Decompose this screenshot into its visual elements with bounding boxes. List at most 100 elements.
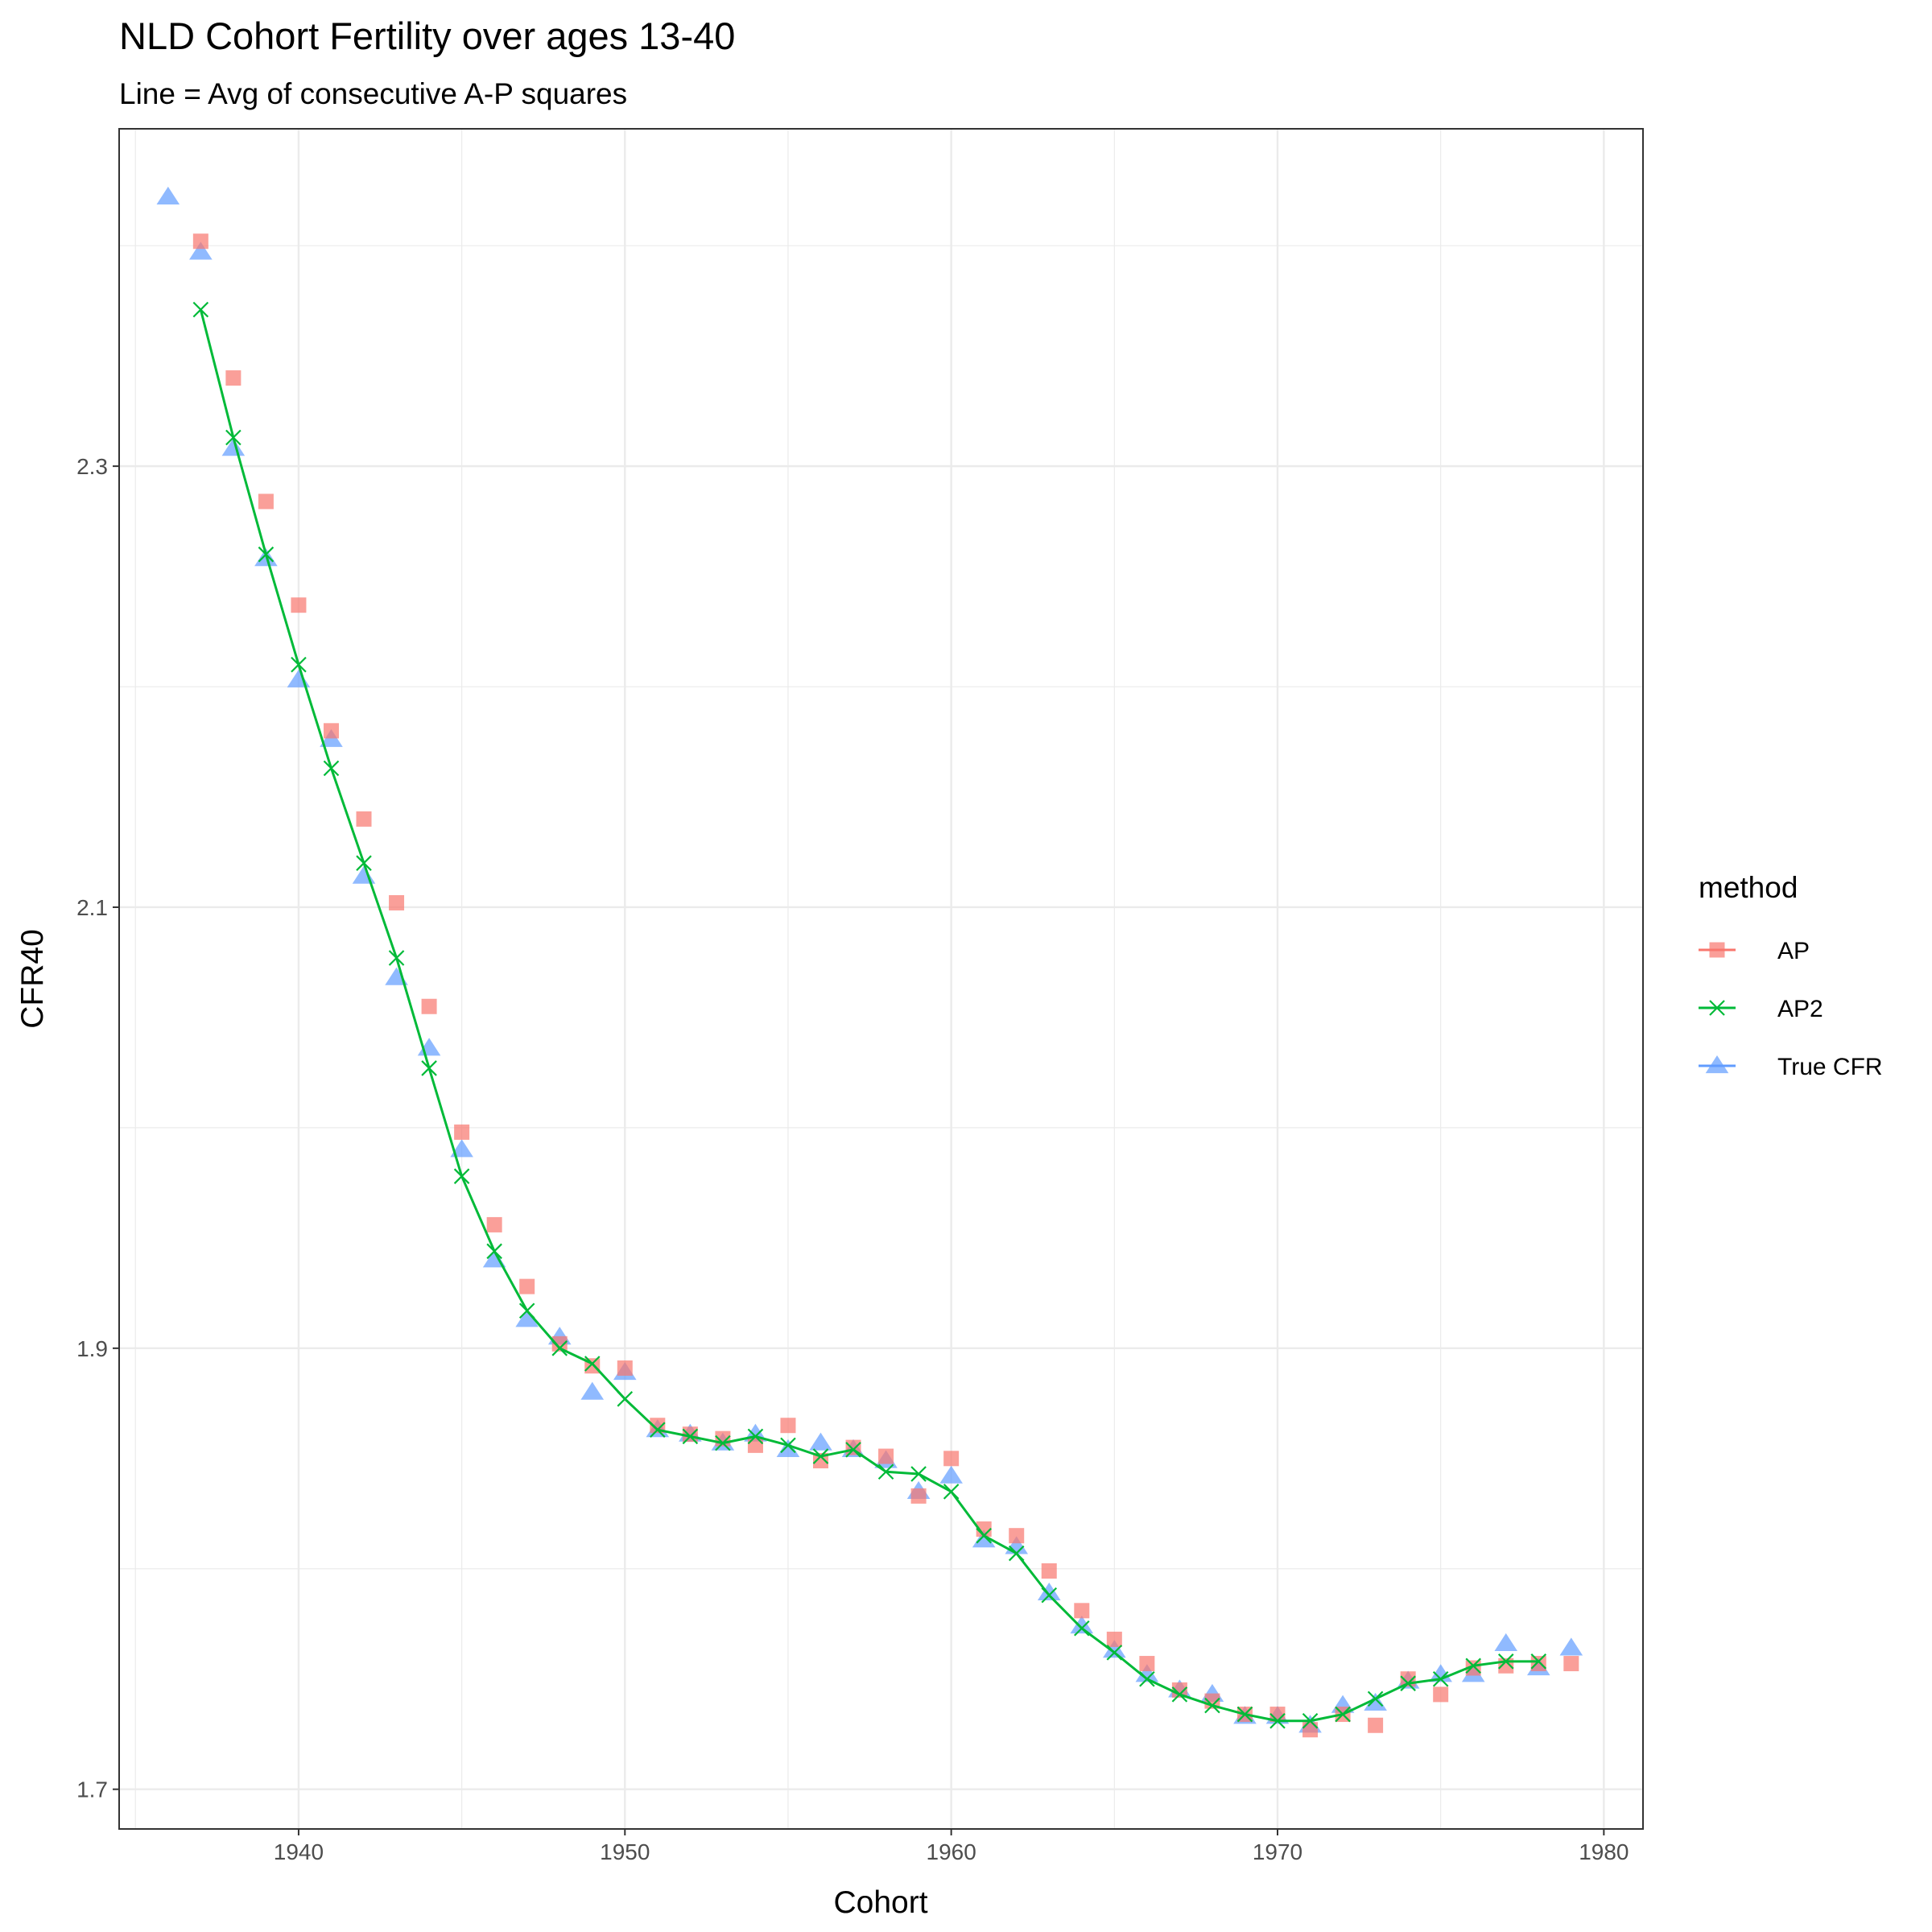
ap-point — [910, 1488, 927, 1504]
ap2-point — [291, 656, 307, 673]
ap-point — [943, 1451, 960, 1467]
ap2-line — [199, 309, 1539, 1723]
ap-point — [617, 1360, 633, 1376]
ap2-point — [192, 301, 209, 318]
ap-point — [454, 1124, 470, 1140]
true-cfr-point — [1135, 1664, 1159, 1682]
ap2-point — [1497, 1653, 1514, 1670]
legend-label: AP — [1777, 938, 1810, 964]
true-cfr-point — [1070, 1615, 1094, 1634]
x-tick-label: 1970 — [1253, 1839, 1302, 1864]
y-tick-label: 1.9 — [76, 1336, 108, 1361]
legend-key-square — [1709, 942, 1725, 958]
chart-subtitle: Line = Avg of consecutive A-P squares — [119, 77, 627, 110]
ap-point — [225, 370, 242, 386]
ap2-point — [1367, 1690, 1384, 1707]
ap-point — [1041, 1563, 1057, 1579]
ap-point — [1433, 1686, 1449, 1703]
x-tick-label: 1940 — [274, 1839, 324, 1864]
ap2-point — [453, 1168, 470, 1184]
ap2-point — [1171, 1686, 1188, 1703]
ap2-point — [1400, 1675, 1416, 1691]
ap2-point — [1139, 1670, 1155, 1687]
true-cfr-point — [939, 1465, 963, 1484]
ap2-point — [421, 1060, 437, 1076]
legend-key-cross — [1709, 1000, 1725, 1016]
true-cfr-point — [1559, 1637, 1583, 1656]
ap2-point — [976, 1527, 992, 1544]
ap2-point — [486, 1243, 502, 1260]
ap2-point — [1106, 1645, 1123, 1661]
true-cfr-point — [1364, 1692, 1387, 1711]
y-axis-title: CFR40 — [15, 929, 50, 1029]
ap-point — [1074, 1603, 1090, 1619]
y-tick-label: 2.3 — [76, 454, 108, 479]
ap-point — [291, 597, 307, 613]
ap2-point — [388, 950, 405, 966]
ap2-point — [1335, 1706, 1351, 1723]
grid — [119, 129, 1643, 1829]
true-cfr-point — [1494, 1633, 1518, 1651]
ap-point — [551, 1335, 568, 1352]
ap2-point — [1465, 1657, 1481, 1674]
ap2-point — [323, 760, 340, 777]
ap2-point — [780, 1437, 796, 1454]
x-axis-title: Cohort — [833, 1885, 927, 1920]
ap-point — [389, 894, 405, 910]
ap2-point — [812, 1448, 829, 1464]
ap-point — [1530, 1656, 1546, 1672]
ap2-point — [617, 1391, 634, 1407]
ap2-point — [1041, 1587, 1058, 1604]
ap2-point — [225, 429, 242, 446]
ap2-point — [1074, 1620, 1090, 1637]
ap-point — [878, 1448, 894, 1464]
ap-point — [519, 1278, 535, 1294]
ap2-point — [1269, 1712, 1286, 1729]
ap2-point — [682, 1428, 699, 1445]
plot-data — [156, 186, 1583, 1738]
true-cfr-point — [287, 669, 311, 687]
ap-point — [1563, 1656, 1579, 1672]
ap2-point — [1236, 1706, 1253, 1723]
true-cfr-point — [450, 1139, 473, 1158]
ap-point — [1302, 1722, 1319, 1738]
legend-label: True CFR — [1777, 1054, 1883, 1080]
legend-label: AP2 — [1777, 996, 1823, 1022]
ap2-point — [715, 1435, 731, 1451]
true-cfr-point — [221, 438, 246, 456]
ap-point — [1139, 1656, 1155, 1672]
ap2-point — [1204, 1697, 1220, 1714]
panel-border — [118, 128, 1644, 1830]
true-cfr-point — [156, 186, 180, 205]
chart-title: NLD Cohort Fertility over ages 13-40 — [119, 14, 735, 57]
y-tick-label: 2.1 — [76, 895, 108, 920]
true-cfr-point — [809, 1432, 832, 1451]
ap-point — [192, 233, 208, 250]
ap2-point — [584, 1356, 601, 1372]
ap-point — [780, 1418, 796, 1434]
ap-point — [747, 1437, 763, 1453]
ap2-point — [845, 1442, 861, 1458]
ap2-point — [943, 1484, 960, 1500]
ap2-point — [910, 1466, 927, 1482]
x-tick-label: 1960 — [927, 1839, 976, 1864]
ap2-point — [1530, 1653, 1547, 1670]
true-cfr-point — [189, 242, 213, 260]
ap2-point — [1432, 1670, 1449, 1687]
ap-point — [650, 1418, 666, 1434]
true-cfr-point — [515, 1309, 539, 1327]
ap-point — [356, 811, 372, 827]
ap2-point — [258, 546, 275, 563]
x-tick-label: 1980 — [1579, 1839, 1629, 1864]
true-cfr-point — [776, 1439, 800, 1457]
true-cfr-point — [972, 1530, 996, 1548]
true-cfr-point — [352, 865, 376, 884]
y-tick-label: 1.7 — [76, 1777, 108, 1802]
ap-point — [1009, 1528, 1025, 1544]
ap-point — [1368, 1717, 1384, 1733]
legend-key-triangle — [1705, 1055, 1729, 1074]
ap2-point — [1008, 1545, 1025, 1562]
ap-point — [1106, 1631, 1122, 1647]
ap2-point — [518, 1302, 535, 1319]
ap-point — [323, 723, 339, 739]
